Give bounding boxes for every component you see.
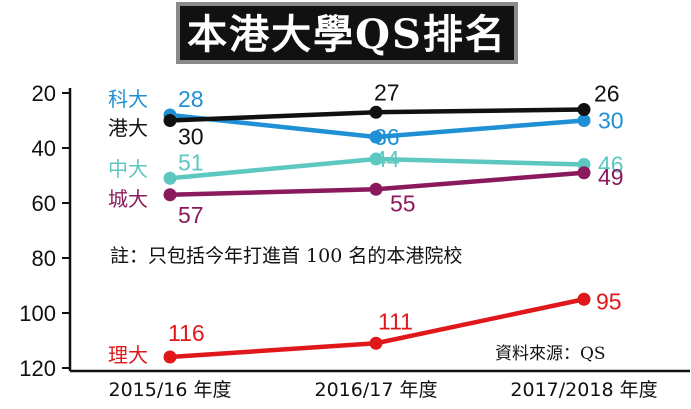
chart-note: 註：只包括今年打進首 100 名的本港院校 (110, 245, 462, 267)
series-name-label: 城大 (108, 187, 148, 211)
y-tick-label: 60 (32, 191, 56, 216)
y-tick-label: 120 (19, 356, 56, 381)
data-label: 30 (178, 124, 204, 150)
data-label: 30 (598, 108, 624, 134)
data-point (577, 103, 591, 116)
chart-source: 資料來源：QS (495, 344, 606, 364)
title-banner: 本港大學QS排名 (176, 2, 518, 64)
data-point (163, 188, 177, 202)
series-name-label: 理大 (108, 343, 148, 367)
series-3: 51 44 46 中大 (108, 146, 624, 185)
title-background (176, 2, 518, 64)
data-point (369, 130, 383, 144)
data-point (163, 114, 177, 127)
y-tick-label: 40 (32, 136, 56, 161)
data-label: 95 (596, 288, 622, 314)
series-2: 30 27 26 港大 (108, 79, 620, 149)
chart-title: 本港大學QS排名 (187, 11, 507, 58)
x-axis-ticks: 2015/16 年度 2016/17 年度 2017/2018 年度 (109, 379, 658, 401)
y-tick-label: 20 (32, 81, 56, 106)
series-name-label: 港大 (108, 116, 148, 140)
data-label: 57 (178, 202, 204, 228)
y-tick-label: 100 (19, 301, 56, 326)
data-point (369, 182, 383, 196)
data-point (577, 292, 591, 306)
data-label: 49 (598, 164, 624, 190)
series-layer: 28 36 30 科大 30 27 26 港大 51 44 46 中大 57 55 49 城大 116 111 95… (108, 79, 624, 367)
data-label: 116 (168, 320, 205, 346)
data-point (369, 105, 383, 119)
data-label: 46 (598, 152, 624, 178)
data-point (163, 171, 177, 185)
data-label: 28 (178, 86, 204, 112)
series-name-label: 中大 (108, 157, 148, 181)
series-name-label: 科大 (108, 87, 148, 111)
data-point (577, 166, 591, 180)
series-5: 116 111 95 理大 (108, 288, 622, 367)
x-tick-label: 2017/2018 年度 (510, 379, 657, 401)
series-4: 57 55 49 城大 (108, 164, 624, 228)
data-point (577, 114, 591, 127)
series-1: 28 36 30 科大 (108, 86, 624, 150)
data-label: 55 (390, 190, 416, 216)
data-label: 51 (178, 149, 204, 175)
data-label: 44 (374, 146, 400, 172)
data-label: 111 (378, 308, 413, 334)
data-point (369, 152, 383, 166)
y-axis-ticks: 20 40 60 80 100 120 (19, 81, 70, 381)
x-tick-label: 2015/16 年度 (109, 379, 232, 401)
data-point (163, 350, 177, 364)
data-point (369, 336, 383, 350)
data-label: 26 (594, 81, 620, 107)
data-label: 27 (374, 79, 400, 105)
y-tick-label: 80 (32, 246, 56, 271)
data-label: 36 (374, 124, 400, 150)
x-tick-label: 2016/17 年度 (315, 379, 438, 401)
